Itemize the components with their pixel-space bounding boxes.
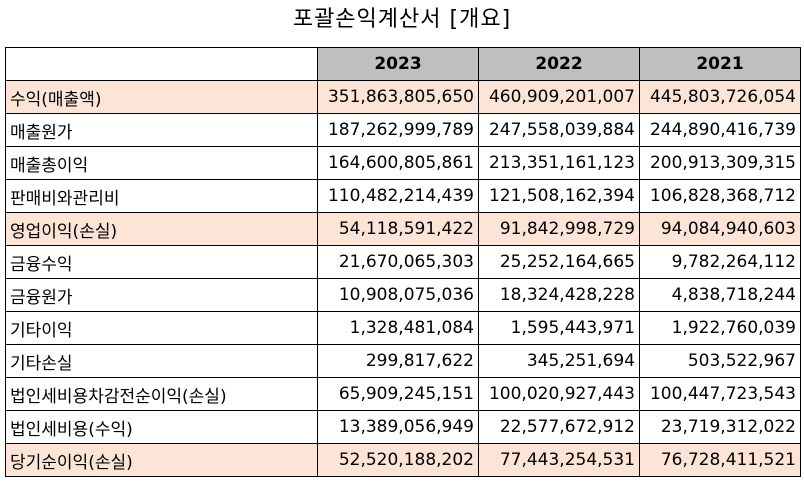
value-cell: 164,600,805,861: [317, 146, 479, 180]
value-cell: 23,719,312,022: [639, 410, 801, 444]
row-label: 법인세비용(수익): [5, 410, 318, 444]
value-cell: 94,084,940,603: [639, 212, 801, 246]
year-header: 2021: [639, 47, 801, 81]
table-row: 법인세비용차감전순이익(손실) 65,909,245,151 100,020,927…: [5, 377, 801, 411]
value-cell: 4,838,718,244: [639, 278, 801, 312]
value-cell: 21,670,065,303: [317, 245, 479, 279]
table-row: 매출총이익 164,600,805,861 213,351,161,123 200,9…: [5, 146, 801, 180]
value-cell: 345,251,694: [478, 344, 640, 378]
header-blank-cell: [5, 47, 318, 81]
year-header: 2023: [317, 47, 479, 81]
row-label: 당기순이익(손실): [5, 443, 318, 477]
value-cell: 247,558,039,884: [478, 113, 640, 147]
value-cell: 25,252,164,665: [478, 245, 640, 279]
row-label: 법인세비용차감전순이익(손실): [5, 377, 318, 411]
value-cell: 22,577,672,912: [478, 410, 640, 444]
year-header: 2022: [478, 47, 640, 81]
value-cell: 244,890,416,739: [639, 113, 801, 147]
table-row: 판매비와관리비 110,482,214,439 121,508,162,394 106…: [5, 179, 801, 213]
row-label: 기타이익: [5, 311, 318, 345]
table-row: 법인세비용(수익) 13,389,056,949 22,577,672,912 23,…: [5, 410, 801, 444]
table-row: 당기순이익(손실) 52,520,188,202 77,443,254,531 76,…: [5, 443, 801, 477]
value-cell: 100,447,723,543: [639, 377, 801, 411]
value-cell: 100,020,927,443: [478, 377, 640, 411]
value-cell: 213,351,161,123: [478, 146, 640, 180]
value-cell: 52,520,188,202: [317, 443, 479, 477]
value-cell: 187,262,999,789: [317, 113, 479, 147]
table-row: 매출원가 187,262,999,789 247,558,039,884 244,89…: [5, 113, 801, 147]
value-cell: 299,817,622: [317, 344, 479, 378]
row-label: 금융원가: [5, 278, 318, 312]
value-cell: 121,508,162,394: [478, 179, 640, 213]
table-row: 금융수익 21,670,065,303 25,252,164,665 9,782,26…: [5, 245, 801, 279]
value-cell: 106,828,368,712: [639, 179, 801, 213]
page-title: 포괄손익계산서 [개요]: [292, 7, 512, 32]
row-label: 매출총이익: [5, 146, 318, 180]
value-cell: 13,389,056,949: [317, 410, 479, 444]
value-cell: 9,782,264,112: [639, 245, 801, 279]
value-cell: 77,443,254,531: [478, 443, 640, 477]
value-cell: 110,482,214,439: [317, 179, 479, 213]
row-label: 판매비와관리비: [5, 179, 318, 213]
row-label: 매출원가: [5, 113, 318, 147]
table-row: 금융원가 10,908,075,036 18,324,428,228 4,838,71…: [5, 278, 801, 312]
row-label: 영업이익(손실): [5, 212, 318, 246]
value-cell: 1,595,443,971: [478, 311, 640, 345]
value-cell: 503,522,967: [639, 344, 801, 378]
table-row: 수익(매출액) 351,863,805,650 460,909,201,007 445…: [5, 80, 801, 114]
value-cell: 65,909,245,151: [317, 377, 479, 411]
value-cell: 1,922,760,039: [639, 311, 801, 345]
value-cell: 76,728,411,521: [639, 443, 801, 477]
value-cell: 445,803,726,054: [639, 80, 801, 114]
value-cell: 460,909,201,007: [478, 80, 640, 114]
income-statement-table: 2023 2022 2021 수익(매출액) 351,863,805,650 460…: [5, 47, 801, 477]
table-row: 기타이익 1,328,481,084 1,595,443,971 1,922,760,…: [5, 311, 801, 345]
header-row: 2023 2022 2021: [5, 47, 801, 81]
value-cell: 351,863,805,650: [317, 80, 479, 114]
value-cell: 1,328,481,084: [317, 311, 479, 345]
value-cell: 10,908,075,036: [317, 278, 479, 312]
value-cell: 200,913,309,315: [639, 146, 801, 180]
row-label: 수익(매출액): [5, 80, 318, 114]
row-label: 금융수익: [5, 245, 318, 279]
value-cell: 54,118,591,422: [317, 212, 479, 246]
row-label: 기타손실: [5, 344, 318, 378]
table-row: 기타손실 299,817,622 345,251,694 503,522,967: [5, 344, 801, 378]
value-cell: 18,324,428,228: [478, 278, 640, 312]
value-cell: 91,842,998,729: [478, 212, 640, 246]
table-row: 영업이익(손실) 54,118,591,422 91,842,998,729 94,0…: [5, 212, 801, 246]
